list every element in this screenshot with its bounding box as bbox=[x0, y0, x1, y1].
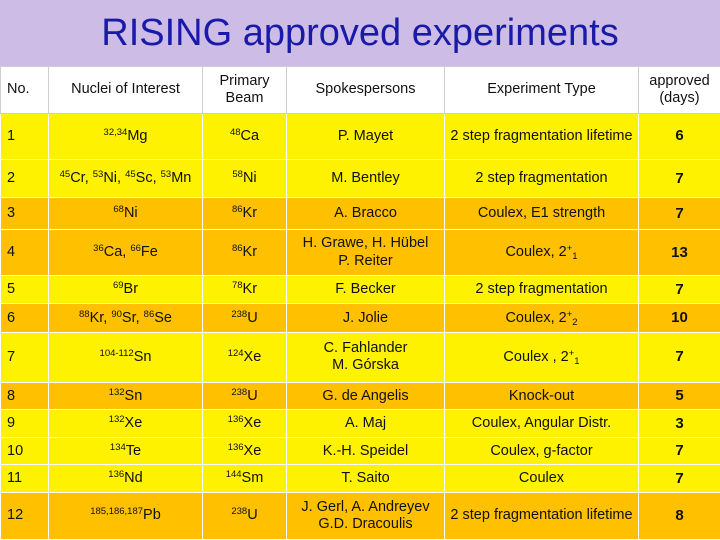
row-no: 10 bbox=[0, 436, 49, 466]
row-no: 1 bbox=[0, 112, 49, 160]
table-row: 3 68Ni 86Kr A. Bracco Coulex, E1 strengt… bbox=[0, 197, 720, 231]
days-cell: 7 bbox=[638, 274, 720, 305]
nuclei-cell: 136Nd bbox=[48, 464, 203, 493]
beam-cell: 238U bbox=[202, 303, 287, 333]
nuclei-cell: 69Br bbox=[48, 274, 203, 305]
experiment-type-cell: Coulex bbox=[444, 464, 639, 493]
nuclei-cell: 185,186,187Pb bbox=[48, 492, 203, 540]
beam-cell: 238U bbox=[202, 492, 287, 540]
days-cell: 7 bbox=[638, 158, 720, 199]
spokespersons-cell: F. Becker bbox=[286, 274, 445, 305]
days-cell: 6 bbox=[638, 112, 720, 160]
experiment-type-cell: Coulex, 2+2 bbox=[444, 303, 639, 333]
days-cell: 7 bbox=[638, 464, 720, 493]
table-row: 4 36Ca, 66Fe 86Kr H. Grawe, H. Hübel P. R… bbox=[0, 229, 720, 276]
spokespersons-cell: H. Grawe, H. Hübel P. Reiter bbox=[286, 229, 445, 276]
nuclei-cell: 132Sn bbox=[48, 381, 203, 411]
beam-cell: 238U bbox=[202, 381, 287, 411]
experiment-type-cell: Knock-out bbox=[444, 381, 639, 411]
table-row: 11 136Nd 144Sm T. Saito Coulex 7 bbox=[0, 464, 720, 493]
header-approved-days: approved (days) bbox=[638, 66, 720, 114]
spokespersons-cell: A. Bracco bbox=[286, 197, 445, 231]
experiment-type-cell: Coulex, 2+1 bbox=[444, 229, 639, 276]
beam-cell: 58Ni bbox=[202, 158, 287, 199]
spokespersons-cell: J. Gerl, A. Andreyev G.D. Dracoulis bbox=[286, 492, 445, 540]
days-cell: 7 bbox=[638, 436, 720, 466]
experiment-type-cell: 2 step fragmentation bbox=[444, 158, 639, 199]
spokespersons-cell: M. Bentley bbox=[286, 158, 445, 199]
nuclei-cell: 134Te bbox=[48, 436, 203, 466]
experiment-type-cell: Coulex , 2+1 bbox=[444, 332, 639, 383]
table-row: 1 32,34Mg 48Ca P. Mayet 2 step fragmenta… bbox=[0, 112, 720, 160]
header-nuclei: Nuclei of Interest bbox=[48, 66, 203, 114]
experiment-type-cell: Coulex, Angular Distr. bbox=[444, 409, 639, 438]
table-row: 8 132Sn 238U G. de Angelis Knock-out 5 bbox=[0, 381, 720, 411]
row-no: 4 bbox=[0, 229, 49, 276]
beam-cell: 136Xe bbox=[202, 409, 287, 438]
page-title: RISING approved experiments bbox=[101, 12, 619, 54]
table-row: 5 69Br 78Kr F. Becker 2 step fragmentati… bbox=[0, 274, 720, 305]
experiments-table: No. Nuclei of Interest Primary Beam Spok… bbox=[0, 66, 720, 540]
days-cell: 13 bbox=[638, 229, 720, 276]
days-cell: 10 bbox=[638, 303, 720, 333]
spokespersons-cell: A. Maj bbox=[286, 409, 445, 438]
header-spokespersons: Spokespersons bbox=[286, 66, 445, 114]
table-row: 10 134Te 136Xe K.-H. Speidel Coulex, g-f… bbox=[0, 436, 720, 466]
row-no: 9 bbox=[0, 409, 49, 438]
header-beam: Primary Beam bbox=[202, 66, 287, 114]
days-cell: 3 bbox=[638, 409, 720, 438]
table-row: 6 88Kr, 90Sr, 86Se 238U J. Jolie Coulex,… bbox=[0, 303, 720, 333]
nuclei-cell: 68Ni bbox=[48, 197, 203, 231]
beam-cell: 78Kr bbox=[202, 274, 287, 305]
spokespersons-cell: P. Mayet bbox=[286, 112, 445, 160]
beam-cell: 86Kr bbox=[202, 197, 287, 231]
row-no: 11 bbox=[0, 464, 49, 493]
days-cell: 8 bbox=[638, 492, 720, 540]
days-cell: 5 bbox=[638, 381, 720, 411]
nuclei-cell: 32,34Mg bbox=[48, 112, 203, 160]
beam-cell: 124Xe bbox=[202, 332, 287, 383]
table-row: 7 104-112Sn 124Xe C. Fahlander M. Górska … bbox=[0, 332, 720, 383]
experiment-type-cell: 2 step fragmentation lifetime bbox=[444, 112, 639, 160]
row-no: 3 bbox=[0, 197, 49, 231]
nuclei-cell: 45Cr, 53Ni, 45Sc, 53Mn bbox=[48, 158, 203, 199]
nuclei-cell: 88Kr, 90Sr, 86Se bbox=[48, 303, 203, 333]
row-no: 12 bbox=[0, 492, 49, 540]
row-no: 8 bbox=[0, 381, 49, 411]
table-row: 12 185,186,187Pb 238U J. Gerl, A. Andrey… bbox=[0, 492, 720, 540]
nuclei-cell: 132Xe bbox=[48, 409, 203, 438]
nuclei-cell: 36Ca, 66Fe bbox=[48, 229, 203, 276]
days-cell: 7 bbox=[638, 197, 720, 231]
beam-cell: 144Sm bbox=[202, 464, 287, 493]
row-no: 2 bbox=[0, 158, 49, 199]
spokespersons-cell: T. Saito bbox=[286, 464, 445, 493]
beam-cell: 86Kr bbox=[202, 229, 287, 276]
experiment-type-cell: 2 step fragmentation lifetime bbox=[444, 492, 639, 540]
table-header-row: No. Nuclei of Interest Primary Beam Spok… bbox=[0, 66, 720, 114]
header-no: No. bbox=[0, 66, 49, 114]
spokespersons-cell: G. de Angelis bbox=[286, 381, 445, 411]
spokespersons-cell: C. Fahlander M. Górska bbox=[286, 332, 445, 383]
experiment-type-cell: Coulex, E1 strength bbox=[444, 197, 639, 231]
experiment-type-cell: 2 step fragmentation bbox=[444, 274, 639, 305]
spokespersons-cell: J. Jolie bbox=[286, 303, 445, 333]
row-no: 5 bbox=[0, 274, 49, 305]
beam-cell: 48Ca bbox=[202, 112, 287, 160]
beam-cell: 136Xe bbox=[202, 436, 287, 466]
row-no: 7 bbox=[0, 332, 49, 383]
nuclei-cell: 104-112Sn bbox=[48, 332, 203, 383]
table-row: 9 132Xe 136Xe A. Maj Coulex, Angular Dis… bbox=[0, 409, 720, 438]
experiment-type-cell: Coulex, g-factor bbox=[444, 436, 639, 466]
row-no: 6 bbox=[0, 303, 49, 333]
days-cell: 7 bbox=[638, 332, 720, 383]
spokespersons-cell: K.-H. Speidel bbox=[286, 436, 445, 466]
header-experiment-type: Experiment Type bbox=[444, 66, 639, 114]
table-row: 2 45Cr, 53Ni, 45Sc, 53Mn 58Ni M. Bentley… bbox=[0, 158, 720, 199]
